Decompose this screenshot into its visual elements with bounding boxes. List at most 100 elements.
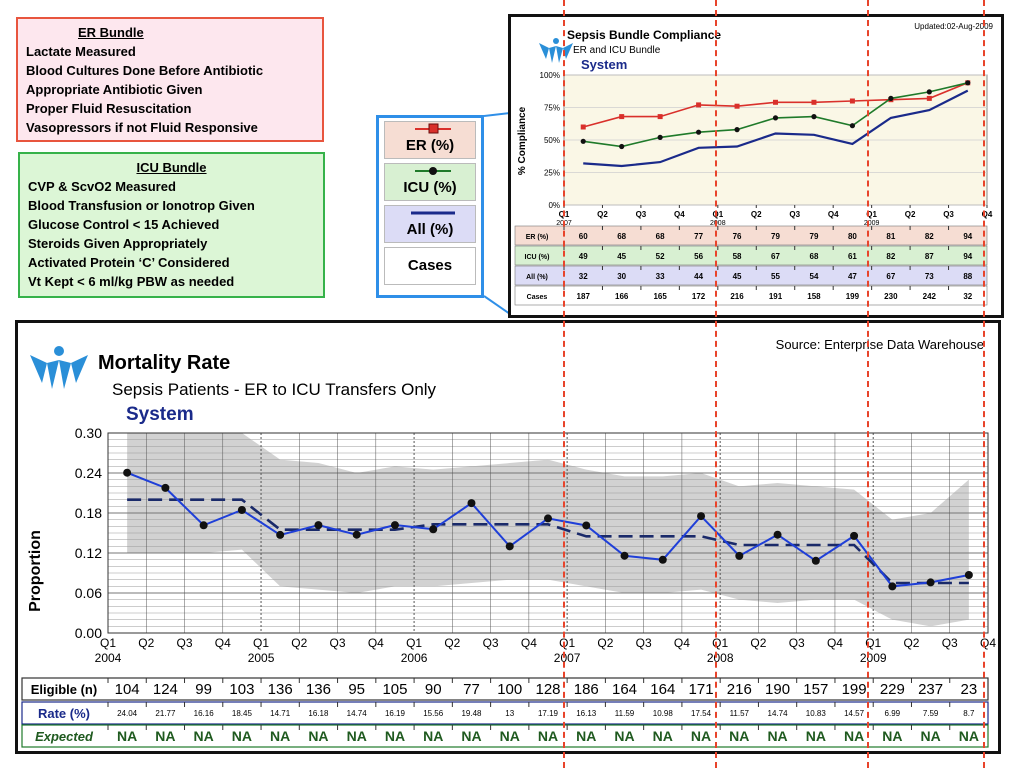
compliance-table-cell: 67 xyxy=(771,252,780,261)
mortality-table-cell: 14.74 xyxy=(768,709,789,718)
mortality-table-cell: NA xyxy=(538,728,558,744)
mortality-y-tick-label: 0.18 xyxy=(75,505,102,521)
mortality-rate-point xyxy=(850,531,859,540)
mortality-rate-point xyxy=(467,499,476,508)
mortality-table-cell: 10.98 xyxy=(653,709,674,718)
mortality-x-tick-label: Q4 xyxy=(674,636,690,650)
mortality-rate-point xyxy=(926,578,935,587)
compliance-table-cell: 68 xyxy=(810,252,819,261)
mortality-table-cell: NA xyxy=(614,728,634,744)
mortality-table-cell: NA xyxy=(959,728,979,744)
mortality-table-cell: NA xyxy=(308,728,328,744)
compliance-table-cell: 199 xyxy=(846,292,860,301)
mortality-table-cell: 229 xyxy=(880,681,905,698)
compliance-chart-panel: Sepsis Bundle Compliance ER and ICU Bund… xyxy=(508,14,1004,318)
mortality-table-cell: NA xyxy=(767,728,787,744)
mortality-rate-point xyxy=(697,512,706,521)
er-bundle-item: Vasopressors if not Fluid Responsive xyxy=(26,120,258,135)
icu-bundle-title: ICU Bundle xyxy=(136,160,207,175)
mortality-rate-point xyxy=(161,483,170,492)
mortality-rate-point xyxy=(773,530,782,539)
compliance-table-cell: 88 xyxy=(963,272,972,281)
compliance-table-cell: 81 xyxy=(886,232,895,241)
compliance-ylabel: % Compliance xyxy=(517,106,528,175)
mortality-table-cell: NA xyxy=(117,728,137,744)
compliance-table-cell: 61 xyxy=(848,252,857,261)
mortality-year-label: 2005 xyxy=(248,651,275,665)
mortality-year-label: 2006 xyxy=(401,651,428,665)
mortality-table-cell: 105 xyxy=(382,681,407,698)
mortality-rate-point xyxy=(964,571,973,579)
mortality-title: Mortality Rate xyxy=(98,352,230,374)
compliance-table-cell: 79 xyxy=(810,232,819,241)
mortality-subtitle: Sepsis Patients - ER to ICU Transfers On… xyxy=(112,380,437,399)
compliance-table-row-label: All (%) xyxy=(526,274,548,281)
compliance-table-cell: 60 xyxy=(579,232,588,241)
mortality-rate-point xyxy=(390,521,399,530)
mortality-y-tick-label: 0.06 xyxy=(75,585,102,601)
mortality-table-cell: 136 xyxy=(268,681,293,698)
mortality-chart-panel: Mortality Rate Sepsis Patients - ER to I… xyxy=(15,320,1001,754)
compliance-table-cell: 187 xyxy=(577,292,591,301)
mortality-table-row xyxy=(21,677,989,701)
mortality-table-cell: 186 xyxy=(574,681,599,698)
compliance-table-cell: 44 xyxy=(694,272,703,281)
mortality-table-cell: 16.16 xyxy=(194,709,215,718)
mortality-rate-point xyxy=(429,525,438,534)
mortality-table-cell: NA xyxy=(270,728,290,744)
er-point xyxy=(926,95,932,101)
mortality-x-tick-label: Q2 xyxy=(138,636,154,650)
mortality-x-tick-label: Q4 xyxy=(215,636,231,650)
mortality-table-cell: 136 xyxy=(306,681,331,698)
mortality-rate-point xyxy=(888,582,897,591)
legend-key: ER (%) ICU (%) All (%) Cases xyxy=(376,115,484,298)
compliance-table-cell: 56 xyxy=(694,252,703,261)
mortality-table-cell: NA xyxy=(423,728,443,744)
compliance-x-tick-label: Q4 xyxy=(674,210,685,219)
mortality-table-cell: NA xyxy=(806,728,826,744)
compliance-table-cell: 94 xyxy=(963,252,972,261)
mortality-table-cell: 164 xyxy=(612,681,637,698)
legend-cases-label: Cases xyxy=(407,257,453,274)
highlight-line-end xyxy=(983,0,985,768)
mortality-table-cell: 164 xyxy=(650,681,675,698)
compliance-table-row xyxy=(514,265,988,286)
er-point xyxy=(773,99,778,105)
mortality-table-cell: 99 xyxy=(195,681,212,698)
mortality-x-tick-label: Q3 xyxy=(483,636,499,650)
er-bundle-title: ER Bundle xyxy=(78,25,144,40)
mortality-rate-point xyxy=(123,468,132,477)
mortality-table-row-label: Expected xyxy=(35,729,94,744)
mortality-table-cell: 103 xyxy=(229,681,254,698)
mortality-table-cell: 77 xyxy=(463,681,480,698)
mortality-table-cell: 199 xyxy=(842,681,867,698)
highlight-line-2007 xyxy=(563,0,565,768)
er-bundle-item: Appropriate Antibiotic Given xyxy=(26,82,203,97)
compliance-table-cell: 58 xyxy=(733,252,742,261)
compliance-table-cell: 55 xyxy=(771,272,780,281)
compliance-series xyxy=(580,80,971,168)
compliance-table-cell: 230 xyxy=(884,292,898,301)
highlight-line-2009 xyxy=(867,0,869,768)
mortality-rate-point xyxy=(505,542,514,551)
mortality-table-cell: 17.19 xyxy=(538,709,559,718)
mortality-table-cell: 11.57 xyxy=(730,709,750,718)
mortality-region: System xyxy=(126,404,194,425)
mortality-rate-point xyxy=(199,521,208,530)
mortality-table-cell: NA xyxy=(347,728,367,744)
compliance-y-tick-label: 100% xyxy=(540,71,560,80)
mortality-table-cell: 90 xyxy=(425,681,442,698)
compliance-title: Sepsis Bundle Compliance xyxy=(567,28,721,42)
mortality-table-row xyxy=(21,701,989,725)
mortality-table-cell: NA xyxy=(385,728,405,744)
compliance-table-cell: 165 xyxy=(653,292,667,301)
control-limit-band xyxy=(127,433,969,627)
compliance-table-cell: 32 xyxy=(579,272,588,281)
compliance-table-cell: 45 xyxy=(617,252,626,261)
icu-bundle-item: Glucose Control < 15 Achieved xyxy=(28,217,220,232)
er-bundle-item: Proper Fluid Resuscitation xyxy=(26,101,192,116)
mortality-table-cell: NA xyxy=(882,728,902,744)
er-bundle-item: Blood Cultures Done Before Antibiotic xyxy=(26,63,264,78)
mortality-x-tick-label: Q2 xyxy=(444,636,460,650)
mortality-table-cell: NA xyxy=(920,728,940,744)
